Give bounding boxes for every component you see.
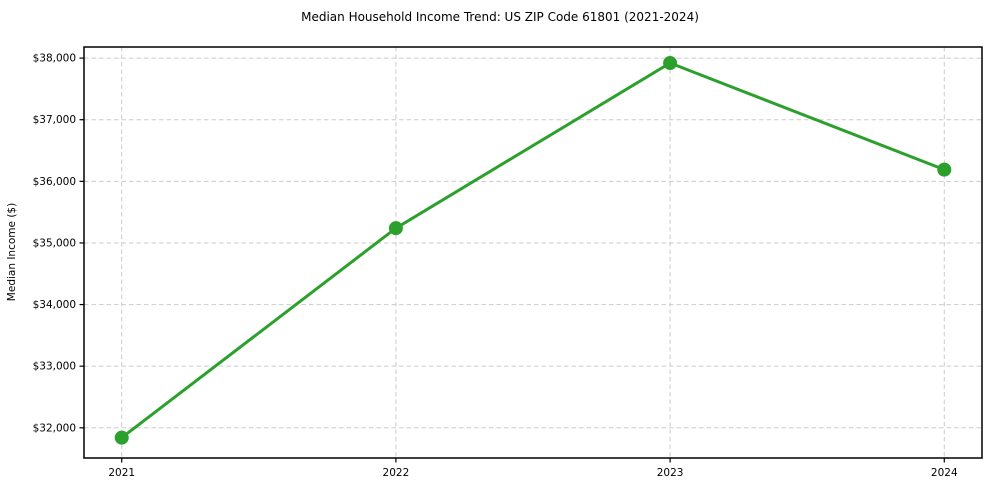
- tick-layer: $32,000 $33,000 $34,000 $35,000 $36,000 $37,0…: [33, 53, 958, 479]
- trend-line: [120, 61, 946, 440]
- x-tick-label: 2022: [383, 467, 410, 479]
- grid-layer: [84, 47, 982, 458]
- y-tick-label: $35,000: [33, 237, 76, 249]
- y-tick-label: $33,000: [33, 361, 76, 373]
- data-point: [114, 430, 129, 445]
- x-tick-label: 2024: [931, 467, 958, 479]
- label-layer: Median Household Income Trend: US ZIP Co…: [6, 10, 699, 301]
- y-tick-label: $38,000: [33, 53, 76, 65]
- data-point: [937, 162, 952, 177]
- data-point: [663, 56, 678, 71]
- y-tick-label: $32,000: [33, 422, 76, 434]
- y-axis-label: Median Income ($): [6, 203, 18, 301]
- y-tick-label: $36,000: [33, 176, 76, 188]
- plot-border: [83, 46, 983, 459]
- chart-title: Median Household Income Trend: US ZIP Co…: [301, 10, 699, 24]
- x-tick-label: 2023: [657, 467, 684, 479]
- y-tick-label: $37,000: [33, 114, 76, 126]
- x-tick-label: 2021: [108, 467, 135, 479]
- data-point: [388, 221, 403, 236]
- series-layer: [114, 56, 952, 445]
- y-tick-label: $34,000: [33, 299, 76, 311]
